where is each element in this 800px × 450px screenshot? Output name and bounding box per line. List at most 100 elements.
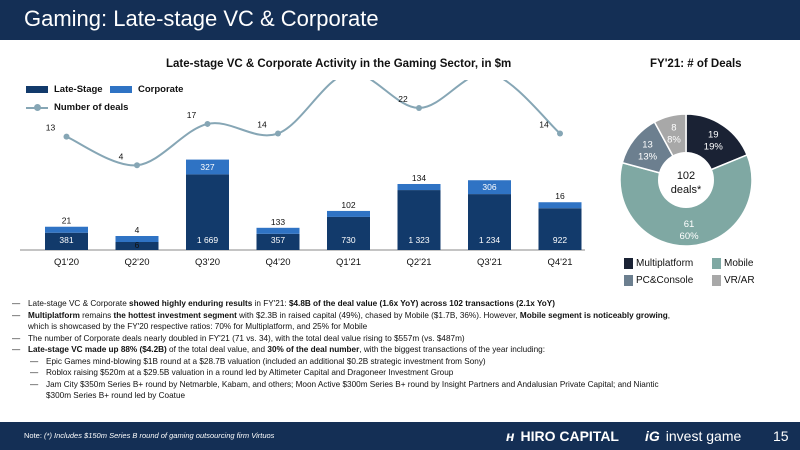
hiro-logo-text: HIRO CAPITAL xyxy=(520,428,619,444)
corporate-value-label: 134 xyxy=(412,173,426,183)
bar-corporate xyxy=(397,183,441,191)
sub-bullet-3-continuation: $300m Series B+ round led by Coatue xyxy=(12,390,787,402)
sub-bullet-1-text: Epic Games mind-blowing $1B round at a $… xyxy=(46,356,486,366)
bullet-2-bold: Multiplatform xyxy=(28,310,80,320)
pie-slice-value-label: 61 xyxy=(684,219,695,230)
pie-legend-mobile-label: Mobile xyxy=(724,258,754,269)
deals-value-label: 4 xyxy=(119,151,124,161)
commentary-bullets: — Late-stage VC & Corporate showed highl… xyxy=(12,298,787,402)
bar-late-stage xyxy=(468,194,511,250)
bullet-2-cont-text: which is showcased by the FY'20 respecti… xyxy=(28,322,368,331)
bullet-dash: — xyxy=(30,356,39,366)
late-stage-value-label: 1 234 xyxy=(479,235,501,245)
x-tick-label: Q4'20 xyxy=(265,257,290,268)
legend-corporate-label: Corporate xyxy=(138,84,184,95)
bar-late-stage xyxy=(45,232,88,250)
bullet-2-text: remains xyxy=(79,310,114,320)
bullet-2-bold: Mobile segment is noticeably growing xyxy=(519,310,668,320)
corporate-value-label: 16 xyxy=(555,191,565,201)
deals-value-label: 13 xyxy=(46,123,56,133)
pie-slice-percent-label: 13% xyxy=(638,152,658,163)
pie-slice-value-label: 13 xyxy=(642,140,653,151)
bullet-dash: — xyxy=(12,333,21,343)
bullet-4-text: , with the biggest transactions of the y… xyxy=(359,345,545,354)
x-tick-label: Q3'21 xyxy=(477,257,502,268)
bar-chart: 381 21 Q1'20 6 4 Q2'20 1 669 327 Q3'20 357 133 Q4'2… xyxy=(20,80,585,268)
bullet-4: — Late-stage VC made up 88% ($4.2B) of t… xyxy=(12,344,787,356)
pie-legend-mobile-swatch xyxy=(712,258,721,269)
pie-legend-multiplatform-label: Multiplatform xyxy=(636,258,694,269)
pie-legend-pc-console: PC&Console xyxy=(624,275,693,286)
bar-late-stage xyxy=(397,190,441,250)
bullet-dash: — xyxy=(12,299,21,308)
bullet-1: — Late-stage VC & Corporate showed highl… xyxy=(12,298,787,310)
invest-game-mark-icon: iG xyxy=(645,428,660,444)
deals-point xyxy=(416,105,422,112)
x-tick-label: Q3'20 xyxy=(195,257,220,268)
bar-corporate xyxy=(45,226,88,233)
legend-number-of-deals: Number of deals xyxy=(26,102,128,113)
footnote-label: Note: xyxy=(24,431,42,440)
pie-legend-pc-console-swatch xyxy=(624,275,633,286)
bar-corporate xyxy=(468,180,511,195)
bullet-1-text: Late-stage VC & Corporate xyxy=(28,299,130,308)
legend-line-swatch xyxy=(26,103,48,111)
sub-bullet-2-text: Roblox raising $520m at a $29.5B valuati… xyxy=(46,368,454,377)
late-stage-value-label: 6 xyxy=(135,240,140,250)
bullet-2-text: with $2.3B in raised capital (49%), chas… xyxy=(236,310,520,320)
pie-slice-value-label: 19 xyxy=(708,129,719,140)
corporate-value-label: 102 xyxy=(341,200,355,210)
header-bar: Gaming: Late-stage VC & Corporate xyxy=(0,0,800,40)
bullet-dash: — xyxy=(30,379,39,389)
deals-value-label: 14 xyxy=(539,119,549,129)
bullet-3: — The number of Corporate deals nearly d… xyxy=(12,333,787,345)
bar-corporate xyxy=(327,210,370,217)
x-tick-label: Q2'20 xyxy=(124,257,149,268)
corporate-value-label: 133 xyxy=(271,217,285,227)
deals-point xyxy=(63,133,70,140)
page-number: 15 xyxy=(773,428,789,444)
pie-slice-value-label: 8 xyxy=(671,123,676,134)
corporate-value-label: 306 xyxy=(482,182,496,192)
deals-value-label: 17 xyxy=(187,110,197,120)
pie-chart-title: FY'21: # of Deals xyxy=(650,58,742,70)
bar-corporate xyxy=(256,227,300,234)
invest-game-logo: iG invest game xyxy=(645,428,741,444)
page-title: Gaming: Late-stage VC & Corporate xyxy=(24,6,379,31)
bullet-4-bold: 30% of the deal number xyxy=(267,345,360,354)
pie-legend-pc-console-label: PC&Console xyxy=(636,275,694,286)
hiro-capital-logo: ʜ HIRO CAPITAL xyxy=(506,428,619,444)
late-stage-value-label: 730 xyxy=(341,235,355,245)
bullet-2-continuation: which is showcased by the FY'20 respecti… xyxy=(12,321,787,333)
hiro-logo-mark-icon: ʜ xyxy=(506,428,515,444)
bullet-dash: — xyxy=(30,368,39,377)
legend-corporate-swatch xyxy=(110,86,132,93)
deals-point xyxy=(275,130,281,137)
bullet-1-bold: showed highly enduring results xyxy=(129,299,253,308)
invest-game-logo-text: invest game xyxy=(665,428,742,444)
late-stage-value-label: 381 xyxy=(59,235,73,245)
pie-legend-multiplatform-swatch xyxy=(624,258,633,269)
legend-late-stage: Late-Stage xyxy=(26,84,103,95)
pie-slice-percent-label: 8% xyxy=(667,135,681,146)
pie-legend-vr-ar-label: VR/AR xyxy=(724,275,755,286)
pie-center-count: 102 xyxy=(677,170,695,182)
sub-bullet-3: — Jam City $350m Series B+ round by Netm… xyxy=(12,379,787,391)
corporate-value-label: 21 xyxy=(62,216,72,226)
deals-value-label: 14 xyxy=(257,119,267,129)
deals-point xyxy=(204,120,211,127)
x-tick-label: Q1'21 xyxy=(336,257,361,268)
sub-bullet-3-cont-text: $300m Series B+ round led by Coatue xyxy=(46,391,186,400)
bar-corporate xyxy=(115,236,159,242)
deals-line xyxy=(66,80,561,167)
legend-deals-label: Number of deals xyxy=(54,102,129,113)
bullet-1-text: in FY'21: xyxy=(252,299,289,308)
bullet-2-bold: the hottest investment segment xyxy=(113,310,237,320)
legend-late-stage-swatch xyxy=(26,86,48,93)
bullet-4-text: of the total deal value, and xyxy=(166,345,268,354)
footnote-text: (*) Includes $150m Series B round of gam… xyxy=(44,431,275,440)
bar-late-stage xyxy=(256,233,300,250)
bullet-3-text: The number of Corporate deals nearly dou… xyxy=(28,333,465,343)
bar-late-stage xyxy=(186,174,229,250)
